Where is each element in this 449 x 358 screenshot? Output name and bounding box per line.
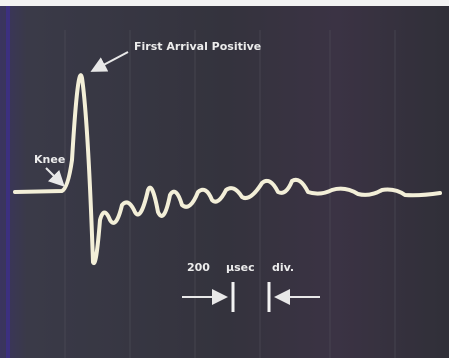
- knee-label: Knee: [34, 153, 65, 166]
- knee-arrow: [45, 167, 65, 187]
- scale-unit: μsec: [226, 261, 255, 274]
- waveform: [13, 73, 442, 266]
- scale-value: 200: [187, 261, 210, 274]
- scale-per: div.: [272, 261, 294, 274]
- first-arrival-arrow: [90, 51, 129, 72]
- top-border: [0, 0, 449, 6]
- left-edge: [6, 6, 10, 358]
- first-arrival-label: First Arrival Positive: [134, 40, 261, 53]
